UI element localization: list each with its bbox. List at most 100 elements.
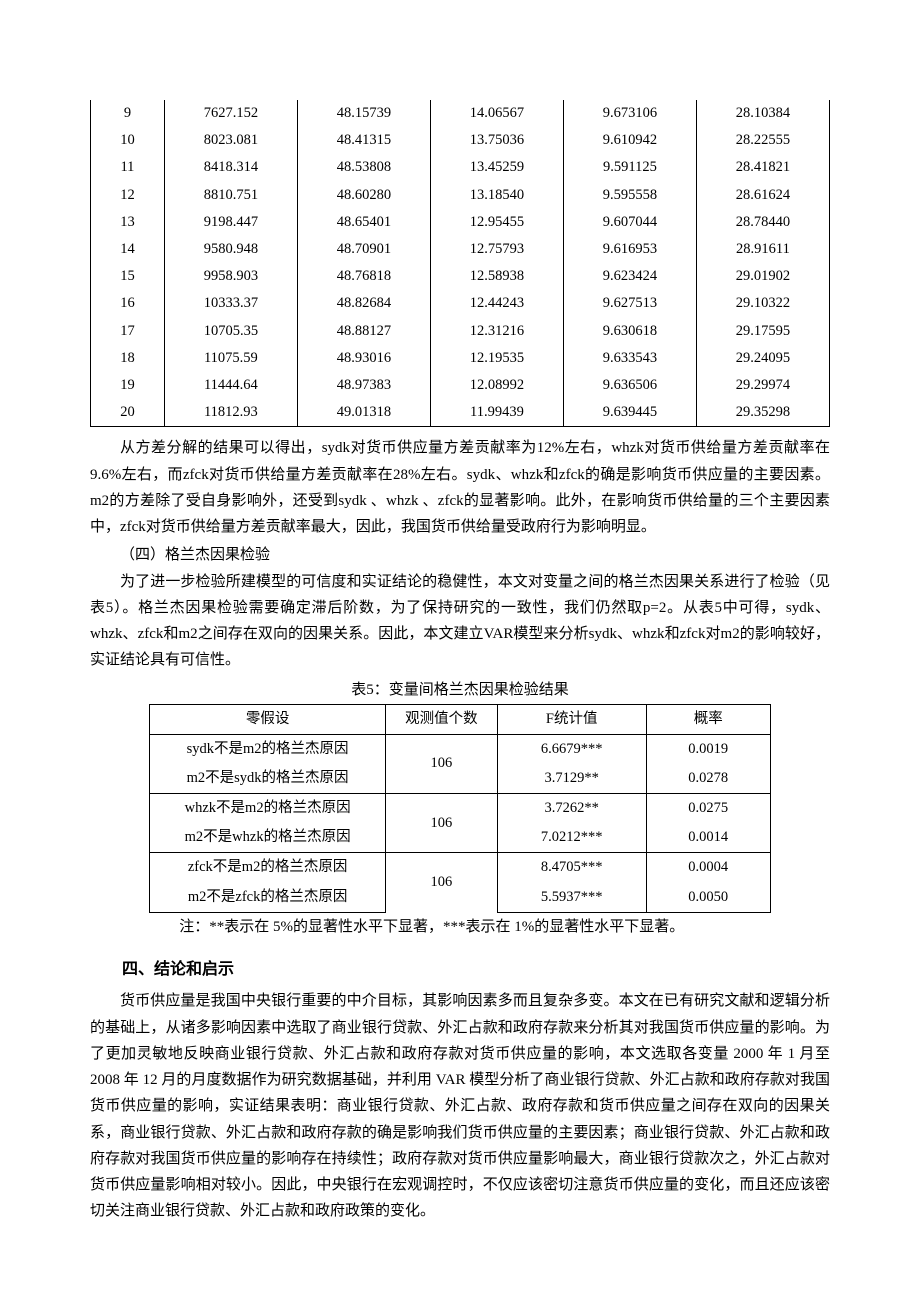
table-cell: 9.616953 <box>563 236 696 263</box>
cell-probability: 0.0019 <box>646 734 770 764</box>
table-cell: 48.93016 <box>297 345 430 372</box>
table-row: whzk不是m2的格兰杰原因1063.7262**0.0275 <box>150 794 771 824</box>
table-cell: 48.88127 <box>297 318 430 345</box>
table-cell: 9.633543 <box>563 345 696 372</box>
table-cell: 48.97383 <box>297 372 430 399</box>
table-cell: 28.78440 <box>696 209 829 236</box>
table-cell: 11812.93 <box>164 399 297 427</box>
table-row: 108023.08148.4131513.750369.61094228.225… <box>91 127 830 154</box>
table-cell: 13.75036 <box>430 127 563 154</box>
table-cell: 10 <box>91 127 165 154</box>
table-cell: 9.639445 <box>563 399 696 427</box>
table-cell: 12 <box>91 182 165 209</box>
table-cell: 48.53808 <box>297 154 430 181</box>
col-header-f-stat: F统计值 <box>497 704 646 734</box>
table-cell: 11075.59 <box>164 345 297 372</box>
table-cell: 10705.35 <box>164 318 297 345</box>
table-cell: 48.41315 <box>297 127 430 154</box>
table-cell: 16 <box>91 290 165 317</box>
table-cell: 18 <box>91 345 165 372</box>
paragraph-granger-intro: 为了进一步检验所建模型的可信度和实证结论的稳健性，本文对变量之间的格兰杰因果关系… <box>90 569 830 674</box>
table-cell: 13 <box>91 209 165 236</box>
table-row: 1911444.6448.9738312.089929.63650629.299… <box>91 372 830 399</box>
table-cell: 13.18540 <box>430 182 563 209</box>
cell-hypothesis: m2不是sydk的格兰杰原因 <box>150 764 386 794</box>
table-cell: 9.623424 <box>563 263 696 290</box>
table-cell: 28.10384 <box>696 100 829 127</box>
cell-f-stat: 7.0212*** <box>497 823 646 853</box>
cell-f-stat: 6.6679*** <box>497 734 646 764</box>
cell-probability: 0.0278 <box>646 764 770 794</box>
table-cell: 14 <box>91 236 165 263</box>
table-cell: 48.76818 <box>297 263 430 290</box>
cell-observations: 106 <box>386 734 498 793</box>
table-cell: 28.91611 <box>696 236 829 263</box>
cell-probability: 0.0004 <box>646 853 770 883</box>
table-cell: 12.19535 <box>430 345 563 372</box>
cell-hypothesis: m2不是zfck的格兰杰原因 <box>150 883 386 913</box>
table-cell: 9.630618 <box>563 318 696 345</box>
table-cell: 48.15739 <box>297 100 430 127</box>
table-cell: 29.17595 <box>696 318 829 345</box>
table-cell: 48.82684 <box>297 290 430 317</box>
table-row: 1811075.5948.9301612.195359.63354329.240… <box>91 345 830 372</box>
table-cell: 9.610942 <box>563 127 696 154</box>
table-cell: 9580.948 <box>164 236 297 263</box>
table-cell: 12.75793 <box>430 236 563 263</box>
cell-probability: 0.0275 <box>646 794 770 824</box>
cell-hypothesis: zfck不是m2的格兰杰原因 <box>150 853 386 883</box>
variance-decomposition-table: 97627.15248.1573914.065679.67310628.1038… <box>90 100 830 427</box>
table-row: 1610333.3748.8268412.442439.62751329.103… <box>91 290 830 317</box>
cell-hypothesis: m2不是whzk的格兰杰原因 <box>150 823 386 853</box>
cell-f-stat: 8.4705*** <box>497 853 646 883</box>
table-row: 2011812.9349.0131811.994399.63944529.352… <box>91 399 830 427</box>
table-cell: 9.636506 <box>563 372 696 399</box>
cell-f-stat: 5.5937*** <box>497 883 646 913</box>
table-cell: 8418.314 <box>164 154 297 181</box>
table-cell: 8023.081 <box>164 127 297 154</box>
table-cell: 12.44243 <box>430 290 563 317</box>
cell-f-stat: 3.7262** <box>497 794 646 824</box>
table-cell: 17 <box>91 318 165 345</box>
table-cell: 12.95455 <box>430 209 563 236</box>
table-cell: 29.29974 <box>696 372 829 399</box>
section-heading-conclusion: 四、结论和启示 <box>90 957 830 983</box>
table-cell: 9.607044 <box>563 209 696 236</box>
col-header-probability: 概率 <box>646 704 770 734</box>
table-cell: 29.10322 <box>696 290 829 317</box>
table-cell: 28.41821 <box>696 154 829 181</box>
table-cell: 9.673106 <box>563 100 696 127</box>
cell-probability: 0.0014 <box>646 823 770 853</box>
table-cell: 13.45259 <box>430 154 563 181</box>
table-row: 97627.15248.1573914.065679.67310628.1038… <box>91 100 830 127</box>
table-cell: 9.591125 <box>563 154 696 181</box>
table-cell: 7627.152 <box>164 100 297 127</box>
table5-footnote: 注：**表示在 5%的显著性水平下显著，***表示在 1%的显著性水平下显著。 <box>149 915 771 939</box>
table-cell: 49.01318 <box>297 399 430 427</box>
table-cell: 10333.37 <box>164 290 297 317</box>
table-row: sydk不是m2的格兰杰原因1066.6679***0.0019 <box>150 734 771 764</box>
table-row: 128810.75148.6028013.185409.59555828.616… <box>91 182 830 209</box>
table-cell: 28.61624 <box>696 182 829 209</box>
col-header-observations: 观测值个数 <box>386 704 498 734</box>
table-cell: 48.70901 <box>297 236 430 263</box>
table-cell: 12.58938 <box>430 263 563 290</box>
table-cell: 9958.903 <box>164 263 297 290</box>
table-row: 159958.90348.7681812.589389.62342429.019… <box>91 263 830 290</box>
table-cell: 29.35298 <box>696 399 829 427</box>
table-row: zfck不是m2的格兰杰原因1068.4705***0.0004 <box>150 853 771 883</box>
table-cell: 48.60280 <box>297 182 430 209</box>
table-row: 118418.31448.5380813.452599.59112528.418… <box>91 154 830 181</box>
table-row: 149580.94848.7090112.757939.61695328.916… <box>91 236 830 263</box>
table-row: 139198.44748.6540112.954559.60704428.784… <box>91 209 830 236</box>
table5-caption: 表5：变量间格兰杰因果检验结果 <box>90 678 830 702</box>
table-cell: 11 <box>91 154 165 181</box>
cell-hypothesis: sydk不是m2的格兰杰原因 <box>150 734 386 764</box>
table-cell: 9.627513 <box>563 290 696 317</box>
table-cell: 29.01902 <box>696 263 829 290</box>
col-header-null-hypothesis: 零假设 <box>150 704 386 734</box>
table-cell: 11444.64 <box>164 372 297 399</box>
table-cell: 15 <box>91 263 165 290</box>
table-cell: 9.595558 <box>563 182 696 209</box>
table-cell: 20 <box>91 399 165 427</box>
